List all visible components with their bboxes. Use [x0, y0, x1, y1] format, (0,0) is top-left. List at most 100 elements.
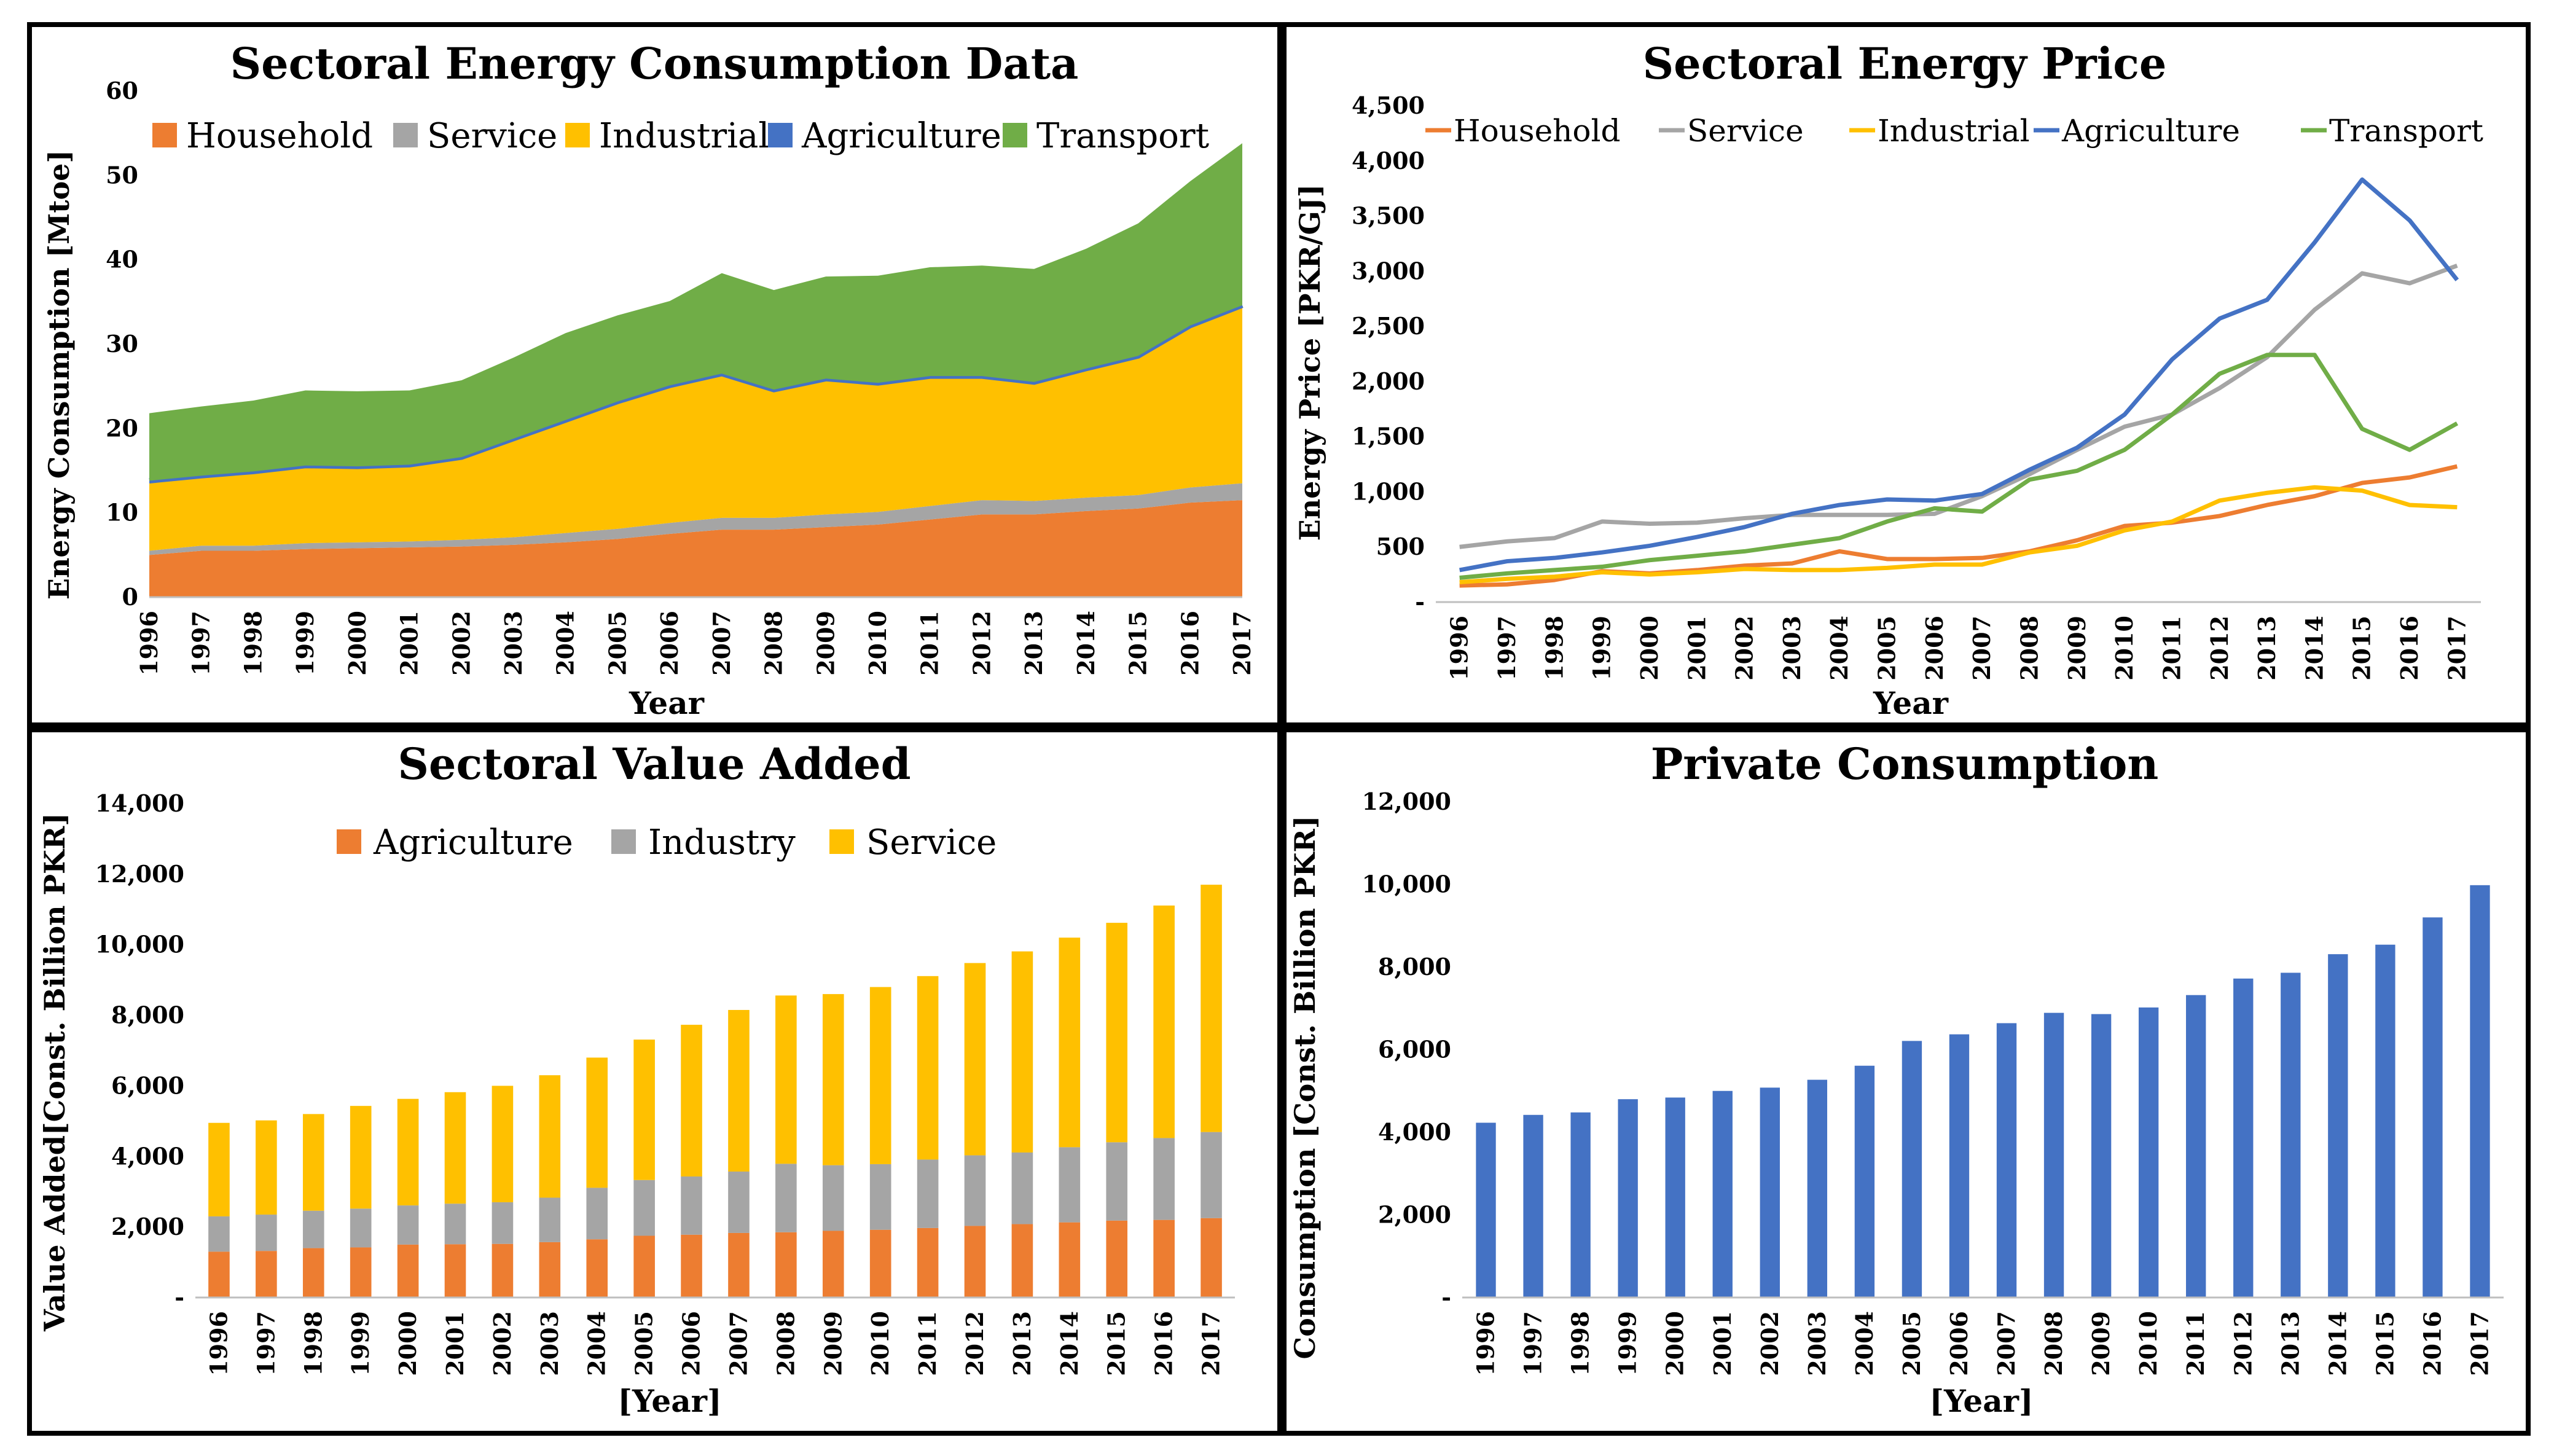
pc-x-tick-2006: 2006	[1945, 1311, 1973, 1376]
panel-border-bottom-left	[27, 727, 1282, 1436]
va-x-tick-2009: 2009	[819, 1311, 847, 1376]
energy-x-tick-2000: 2000	[343, 611, 371, 676]
price-y-tick-4: 2,000	[1352, 367, 1425, 395]
pc-x-tick-2016: 2016	[2418, 1311, 2446, 1376]
pc-x-tick-1998: 1998	[1567, 1311, 1594, 1376]
price-x-tick-1996: 1996	[1446, 616, 1473, 681]
bar-private-2014	[2328, 954, 2348, 1297]
energy-x-tick-2002: 2002	[447, 611, 475, 676]
va-x-tick-2011: 2011	[914, 1311, 941, 1376]
bar-agriculture-2015	[1106, 1220, 1128, 1297]
bar-industry-2000	[397, 1205, 419, 1245]
bar-service-2004	[586, 1057, 608, 1188]
energy-x-tick-2012: 2012	[968, 611, 995, 676]
energy-x-tick-2008: 2008	[760, 611, 788, 676]
line-industrial	[1459, 485, 2458, 585]
va-legend-swatch-agriculture	[337, 829, 361, 854]
pc-y-tick-5: 10,000	[1362, 871, 1451, 898]
pc-y-tick-3: 6,000	[1378, 1036, 1451, 1063]
energy-legend-label-household: Household	[186, 116, 373, 156]
price-y-tick-8: 4,000	[1352, 147, 1425, 174]
pc-x-tick-1996: 1996	[1472, 1311, 1500, 1376]
price-x-tick-1998: 1998	[1540, 616, 1568, 681]
price-legend-label-service: Service	[1687, 113, 1804, 149]
energy-x-tick-2013: 2013	[1020, 611, 1048, 676]
bar-private-1998	[1570, 1112, 1591, 1297]
va-y-tick-0: -	[174, 1283, 184, 1311]
energy-y-axis-label: Energy Consumption [Mtoe]	[42, 150, 76, 600]
energy-legend-swatch-agriculture	[768, 123, 793, 147]
bar-agriculture-2011	[917, 1227, 939, 1297]
price-x-tick-2005: 2005	[1873, 616, 1901, 681]
price-x-tick-2009: 2009	[2063, 616, 2091, 681]
bar-industry-2011	[917, 1159, 939, 1228]
va-x-tick-2002: 2002	[488, 1311, 516, 1376]
energy-x-tick-1997: 1997	[187, 611, 215, 676]
value-added-y-axis-label: Value Added[Const. Billion PKR]	[38, 813, 71, 1332]
price-x-tick-1997: 1997	[1493, 616, 1521, 681]
value-added-chart-title: Sectoral Value Added	[398, 738, 911, 789]
va-legend-swatch-industry	[611, 829, 636, 854]
energy-x-tick-2007: 2007	[708, 611, 735, 676]
bar-service-2000	[397, 1098, 419, 1206]
bar-service-2001	[444, 1092, 466, 1204]
price-x-tick-2000: 2000	[1635, 616, 1663, 681]
price-plot: - 500 1,000 1,500 2,000 2,500 3,000 3,500 4,000 4…	[1352, 92, 2483, 681]
price-y-tick-6: 3,000	[1352, 257, 1425, 284]
panel-border-bottom-right	[1282, 727, 2531, 1436]
pc-x-tick-2017: 2017	[2466, 1311, 2493, 1376]
va-x-tick-2006: 2006	[678, 1311, 705, 1376]
bar-industry-2007	[728, 1171, 750, 1233]
bar-service-2012	[964, 963, 986, 1156]
price-x-tick-2012: 2012	[2206, 616, 2233, 681]
private-consumption-chart-title: Private Consumption	[1651, 738, 2159, 789]
energy-x-tick-2017: 2017	[1228, 611, 1256, 676]
bar-agriculture-1996	[208, 1251, 230, 1297]
price-legend-label-transport: Transport	[2329, 113, 2483, 149]
panel-border-top-left	[27, 22, 1282, 727]
energy-legend-swatch-industrial	[565, 123, 590, 147]
area-transport	[149, 143, 1242, 481]
bar-private-2003	[1807, 1079, 1828, 1297]
bar-private-2010	[2138, 1007, 2159, 1297]
bar-service-2009	[822, 994, 844, 1165]
bar-industry-2014	[1059, 1147, 1081, 1223]
price-y-tick-7: 3,500	[1352, 202, 1425, 230]
price-x-tick-2010: 2010	[2110, 616, 2138, 681]
bar-agriculture-1998	[302, 1248, 324, 1297]
pc-y-tick-4: 8,000	[1378, 953, 1451, 980]
bar-agriculture-1999	[350, 1247, 372, 1297]
energy-x-tick-2005: 2005	[603, 611, 631, 676]
va-y-tick-6: 12,000	[95, 860, 184, 888]
bar-agriculture-2017	[1201, 1218, 1222, 1297]
bar-private-2011	[2186, 995, 2206, 1297]
energy-x-tick-2003: 2003	[499, 611, 527, 676]
energy-y-tick-0: 0	[122, 583, 138, 611]
pc-x-tick-2001: 2001	[1709, 1311, 1736, 1376]
va-y-tick-3: 6,000	[111, 1071, 184, 1099]
va-x-tick-2014: 2014	[1056, 1311, 1083, 1376]
pc-x-tick-2013: 2013	[2276, 1311, 2304, 1376]
bar-industry-2012	[964, 1155, 986, 1226]
bar-agriculture-2010	[869, 1229, 891, 1297]
energy-y-tick-1: 10	[106, 499, 138, 526]
price-x-tick-2001: 2001	[1683, 616, 1710, 681]
va-y-tick-7: 14,000	[95, 789, 184, 817]
bar-service-2007	[728, 1009, 750, 1172]
bar-industry-2006	[681, 1176, 702, 1235]
price-x-tick-2016: 2016	[2395, 616, 2423, 681]
price-x-tick-2011: 2011	[2158, 616, 2185, 681]
bar-industry-1996	[208, 1216, 230, 1252]
bar-private-2006	[1949, 1034, 1970, 1297]
bar-private-1996	[1476, 1122, 1496, 1297]
va-x-tick-2005: 2005	[630, 1311, 658, 1376]
va-x-tick-2008: 2008	[772, 1311, 799, 1376]
price-y-tick-2: 1,000	[1352, 477, 1425, 505]
line-service	[1459, 264, 2458, 549]
energy-legend-label-transport: Transport	[1036, 116, 1210, 156]
va-x-tick-1999: 1999	[347, 1311, 374, 1376]
energy-x-tick-2014: 2014	[1072, 611, 1100, 676]
price-x-tick-2003: 2003	[1778, 616, 1806, 681]
pc-y-tick-6: 12,000	[1362, 788, 1451, 815]
bar-service-2003	[539, 1075, 561, 1198]
